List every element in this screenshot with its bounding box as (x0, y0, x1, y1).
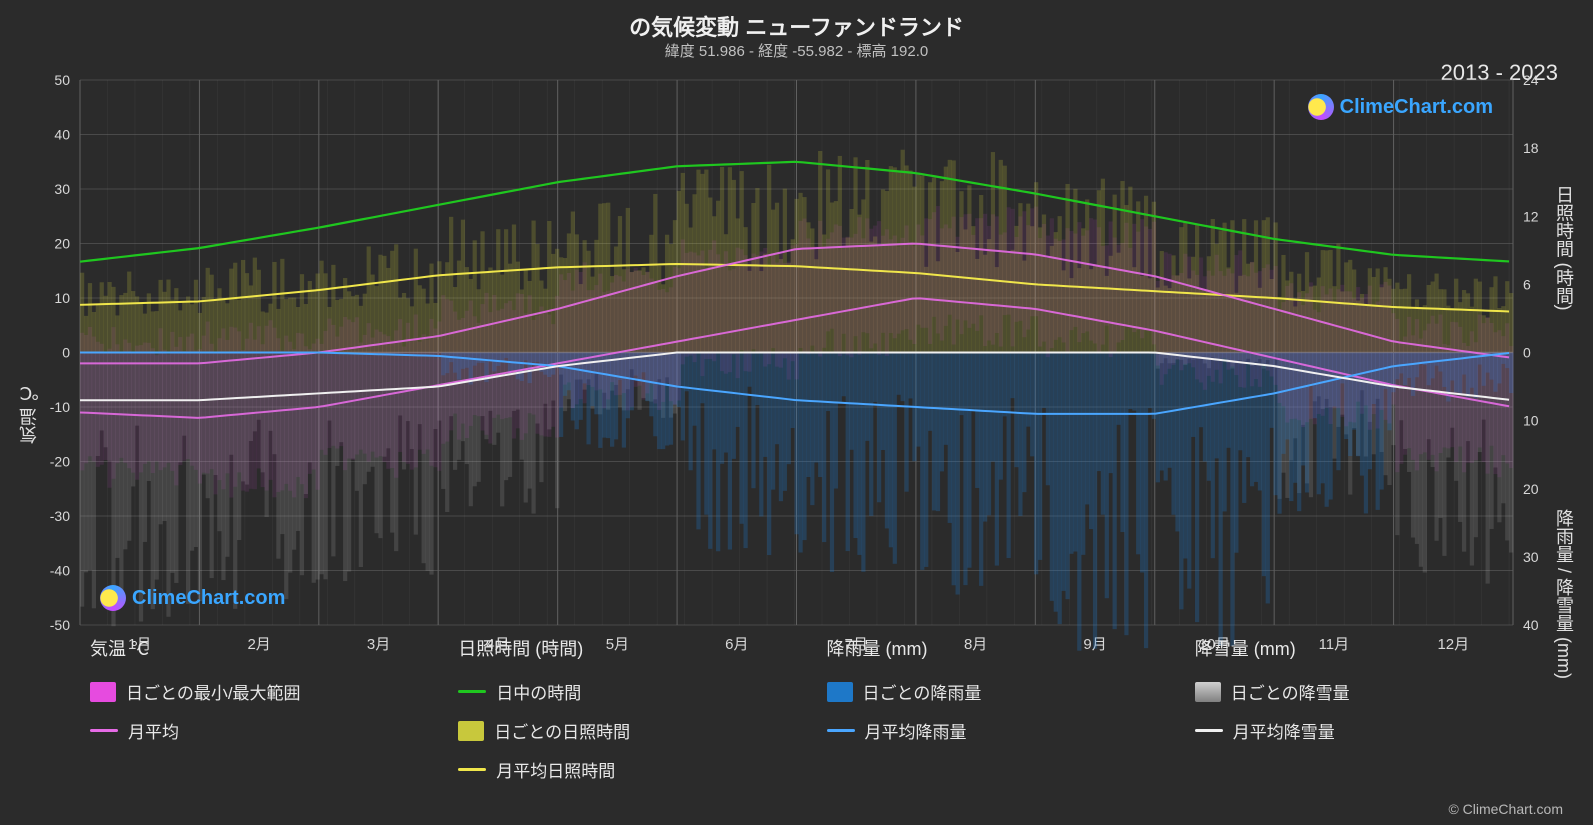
svg-text:20: 20 (1523, 481, 1539, 497)
svg-text:-20: -20 (50, 454, 70, 470)
legend-temp-avg: 月平均 (90, 718, 428, 743)
legend-label: 日ごとの最小/最大範囲 (126, 679, 301, 704)
svg-text:30: 30 (1523, 549, 1539, 565)
legend-label: 月平均降雨量 (865, 718, 967, 743)
swatch-rain-avg (827, 729, 855, 732)
legend-temp-range: 日ごとの最小/最大範囲 (90, 679, 428, 704)
legend-col-sun: 日照時間 (時間) 日中の時間 日ごとの日照時間 月平均日照時間 (458, 635, 796, 815)
legend-col-rain: 降雨量 (mm) 日ごとの降雨量 月平均降雨量 (827, 635, 1165, 815)
legend-label: 日ごとの降雪量 (1231, 679, 1350, 704)
legend-head-snow: 降雪量 (mm) (1195, 635, 1533, 661)
svg-text:12: 12 (1523, 208, 1539, 224)
svg-text:6: 6 (1523, 276, 1531, 292)
legend-daylight: 日中の時間 (458, 679, 796, 704)
y-axis-right-top-label: 日照時間 (時間) (1551, 185, 1577, 310)
swatch-sun-avg (458, 768, 486, 771)
svg-text:-10: -10 (50, 399, 70, 415)
legend-rain-avg: 月平均降雨量 (827, 718, 1165, 743)
plot-area: -50-40-30-20-100102030405006121824102030… (80, 80, 1513, 625)
legend-col-temp: 気温 ℃ 日ごとの最小/最大範囲 月平均 (90, 635, 428, 815)
svg-text:50: 50 (54, 72, 70, 88)
svg-text:0: 0 (62, 345, 70, 361)
svg-text:-30: -30 (50, 508, 70, 524)
svg-text:40: 40 (1523, 617, 1539, 633)
brand-icon (100, 585, 126, 611)
swatch-snow-daily (1195, 682, 1221, 702)
brand-logo-bottom: ClimeChart.com (100, 585, 285, 611)
legend-col-snow: 降雪量 (mm) 日ごとの降雪量 月平均降雪量 (1195, 635, 1533, 815)
swatch-snow-avg (1195, 729, 1223, 732)
legend-label: 月平均降雪量 (1233, 718, 1335, 743)
swatch-rain-daily (827, 682, 853, 702)
legend-snow-daily: 日ごとの降雪量 (1195, 679, 1533, 704)
plot-svg: -50-40-30-20-100102030405006121824102030… (80, 80, 1513, 625)
legend-rain-daily: 日ごとの降雨量 (827, 679, 1165, 704)
legend-head-temp: 気温 ℃ (90, 635, 428, 661)
legend-sun-avg: 月平均日照時間 (458, 757, 796, 782)
chart-title: の気候変動 ニューファンドランド (0, 10, 1593, 42)
brand-text: ClimeChart.com (132, 587, 285, 610)
brand-icon (1308, 94, 1334, 120)
brand-logo-top: ClimeChart.com (1308, 94, 1493, 120)
svg-text:0: 0 (1523, 345, 1531, 361)
legend-sun-daily: 日ごとの日照時間 (458, 718, 796, 743)
climate-chart: の気候変動 ニューファンドランド 緯度 51.986 - 経度 -55.982 … (0, 0, 1593, 825)
svg-text:20: 20 (54, 236, 70, 252)
legend-label: 日ごとの降雨量 (863, 679, 982, 704)
legend-label: 日ごとの日照時間 (494, 718, 630, 743)
legend-label: 月平均日照時間 (496, 757, 615, 782)
svg-text:-40: -40 (50, 563, 70, 579)
svg-text:30: 30 (54, 181, 70, 197)
legend-label: 月平均 (128, 718, 179, 743)
legend-head-rain: 降雨量 (mm) (827, 635, 1165, 661)
legend: 気温 ℃ 日ごとの最小/最大範囲 月平均 日照時間 (時間) 日中の時間 日ごと… (90, 635, 1533, 815)
brand-text: ClimeChart.com (1340, 96, 1493, 119)
swatch-sun-daily (458, 721, 484, 741)
swatch-temp-range (90, 682, 116, 702)
svg-text:18: 18 (1523, 140, 1539, 156)
svg-text:24: 24 (1523, 72, 1539, 88)
swatch-temp-avg (90, 729, 118, 732)
svg-text:10: 10 (54, 290, 70, 306)
chart-subtitle: 緯度 51.986 - 経度 -55.982 - 標高 192.0 (0, 40, 1593, 61)
legend-head-sun: 日照時間 (時間) (458, 635, 796, 661)
svg-text:-50: -50 (50, 617, 70, 633)
y-axis-left-label: 気温 ℃ (16, 381, 42, 443)
copyright: © ClimeChart.com (1448, 801, 1563, 817)
legend-snow-avg: 月平均降雪量 (1195, 718, 1533, 743)
y-axis-right-bottom-label: 降雨量 / 降雪量 (mm) (1551, 509, 1577, 679)
swatch-daylight (458, 690, 486, 693)
svg-text:40: 40 (54, 127, 70, 143)
legend-label: 日中の時間 (496, 679, 581, 704)
svg-text:10: 10 (1523, 413, 1539, 429)
